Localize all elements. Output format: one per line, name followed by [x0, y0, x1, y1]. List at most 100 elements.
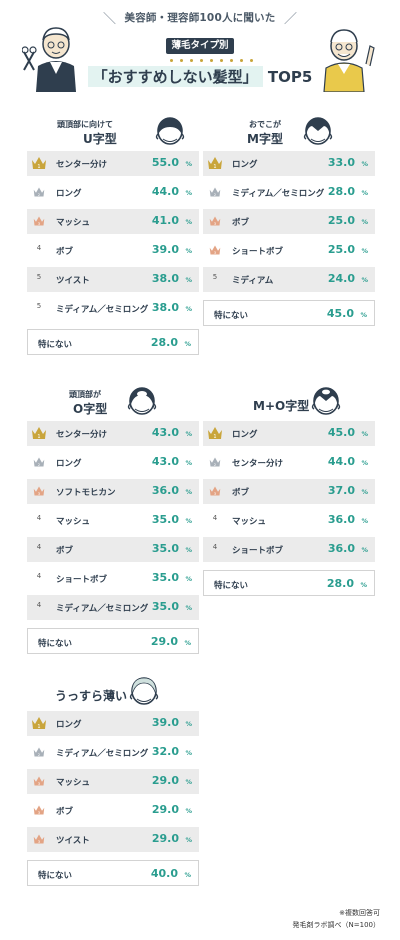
hairstyle-label: ミディアム／セミロング: [232, 189, 325, 199]
section-heading: M+O字型: [203, 383, 375, 427]
hairstyle-label: マッシュ: [232, 517, 267, 527]
percent-unit: %: [185, 189, 192, 197]
percent-unit: %: [360, 311, 367, 319]
none-row: 特にない 40.0%: [27, 860, 199, 886]
title-dot: [180, 59, 183, 62]
percentage-value: 39.0: [151, 243, 179, 256]
hairstyle-label: ボブ: [56, 546, 74, 556]
percent-unit: %: [185, 604, 192, 612]
ranking-row: 3 マッシュ 29.0%: [27, 769, 199, 794]
section-heading: おでこが M字型: [203, 113, 375, 157]
percentage-value: 55.0: [151, 156, 179, 169]
hairstyle-label: ボブ: [56, 807, 74, 817]
hairstyle-label: ボブ: [232, 218, 250, 228]
none-row: 特にない 28.0%: [203, 570, 375, 596]
hairstyle-label: ロング: [232, 430, 258, 440]
hairstyle-label: ミディアム／セミロング: [56, 305, 149, 315]
percentage-value: 44.0: [327, 455, 355, 468]
percentage-value: 43.0: [151, 455, 179, 468]
head-o-icon: [127, 387, 157, 415]
ranking-row: 5 ミディアム 24.0%: [203, 267, 375, 292]
percent-unit: %: [361, 488, 368, 496]
hairstyle-label: センター分け: [56, 430, 108, 440]
percent-unit: %: [185, 517, 192, 525]
hairstyle-label: ツイスト: [56, 836, 90, 846]
section-card: 頭頂部に向けて U字型 1 センター分け 55.0% 2 ロング 44.0% 3 マッシュ 41.0…: [27, 113, 199, 364]
percentage-value: 29.0: [151, 803, 179, 816]
percentage-value: 32.0: [151, 745, 179, 758]
percent-unit: %: [185, 430, 192, 438]
svg-text:1: 1: [213, 434, 216, 440]
percent-unit: %: [185, 575, 192, 583]
percentage-value: 35.0: [151, 513, 179, 526]
percentage-value: 36.0: [151, 484, 179, 497]
percentage-value: 43.0: [151, 426, 179, 439]
section-type-label: O字型: [73, 402, 108, 416]
percentage-value: 44.0: [151, 185, 179, 198]
crown-icon: 3: [31, 831, 47, 847]
rank-number: 4: [36, 601, 42, 609]
crown-icon: 1: [207, 155, 223, 171]
ranking-row: 3 ボブ 37.0%: [203, 479, 375, 504]
svg-text:3: 3: [38, 222, 41, 226]
svg-text:2: 2: [38, 753, 41, 757]
percent-unit: %: [361, 459, 368, 467]
ranking-row: 5 ミディアム／セミロング 38.0%: [27, 296, 199, 321]
title-dot: [200, 59, 203, 62]
hairstyle-label: ボブ: [56, 247, 74, 257]
percent-unit: %: [185, 778, 192, 786]
ranking-row: 3 ソフトモヒカン 36.0%: [27, 479, 199, 504]
hairstyle-label: センター分け: [232, 459, 284, 469]
percent-unit: %: [185, 720, 192, 728]
crown-icon: 1: [207, 425, 223, 441]
percent-unit: %: [184, 871, 191, 879]
crown-icon: 1: [31, 425, 47, 441]
rank-number: 4: [36, 543, 42, 551]
hairstyle-label: ミディアム: [232, 276, 274, 286]
crown-icon: 2: [207, 454, 223, 470]
section-heading: うっすら薄い: [27, 673, 199, 717]
none-label: 特にない: [214, 311, 249, 321]
percentage-value: 36.0: [327, 542, 355, 555]
percent-unit: %: [185, 218, 192, 226]
percentage-value: 29.0: [150, 635, 178, 648]
hairstyle-label: ロング: [56, 189, 82, 199]
hairstyle-label: ツイスト: [56, 276, 90, 286]
percentage-value: 24.0: [327, 272, 355, 285]
hairdresser-left-illustration: [22, 27, 76, 92]
ranking-row: 3 ボブ 25.0%: [203, 209, 375, 234]
ranking-row: 4 ショートボブ 36.0%: [203, 537, 375, 562]
crown-icon: 3: [31, 802, 47, 818]
rank-number: 5: [36, 302, 42, 310]
percentage-value: 45.0: [327, 426, 355, 439]
percent-unit: %: [361, 247, 368, 255]
ranking-row: 1 センター分け 43.0%: [27, 421, 199, 446]
ranking-row: 4 ボブ 35.0%: [27, 537, 199, 562]
svg-text:3: 3: [38, 811, 41, 815]
title-dot: [210, 59, 213, 62]
section-type-caption: 頭頂部が: [69, 390, 101, 399]
hairstyle-label: ミディアム／セミロング: [56, 604, 149, 614]
svg-text:3: 3: [214, 251, 217, 255]
ranking-row: 3 マッシュ 41.0%: [27, 209, 199, 234]
title-dot: [220, 59, 223, 62]
svg-text:3: 3: [214, 222, 217, 226]
percent-unit: %: [185, 459, 192, 467]
crown-icon: 2: [31, 744, 47, 760]
ranking-row: 3 ショートボブ 25.0%: [203, 238, 375, 263]
percentage-value: 35.0: [151, 600, 179, 613]
hairstyle-label: ショートボブ: [232, 247, 284, 257]
crown-icon: 3: [207, 242, 223, 258]
svg-text:3: 3: [38, 782, 41, 786]
ranking-row: 4 マッシュ 35.0%: [27, 508, 199, 533]
percent-unit: %: [185, 749, 192, 757]
percent-unit: %: [360, 581, 367, 589]
head-m-icon: [303, 117, 333, 145]
hairstyle-label: ミディアム／セミロング: [56, 749, 149, 759]
rank-number: 4: [36, 572, 42, 580]
percentage-value: 25.0: [327, 243, 355, 256]
section-heading: 頭頂部に向けて U字型: [27, 113, 199, 157]
svg-text:2: 2: [214, 463, 217, 467]
percentage-value: 35.0: [151, 542, 179, 555]
hairstyle-label: ボブ: [232, 488, 250, 498]
